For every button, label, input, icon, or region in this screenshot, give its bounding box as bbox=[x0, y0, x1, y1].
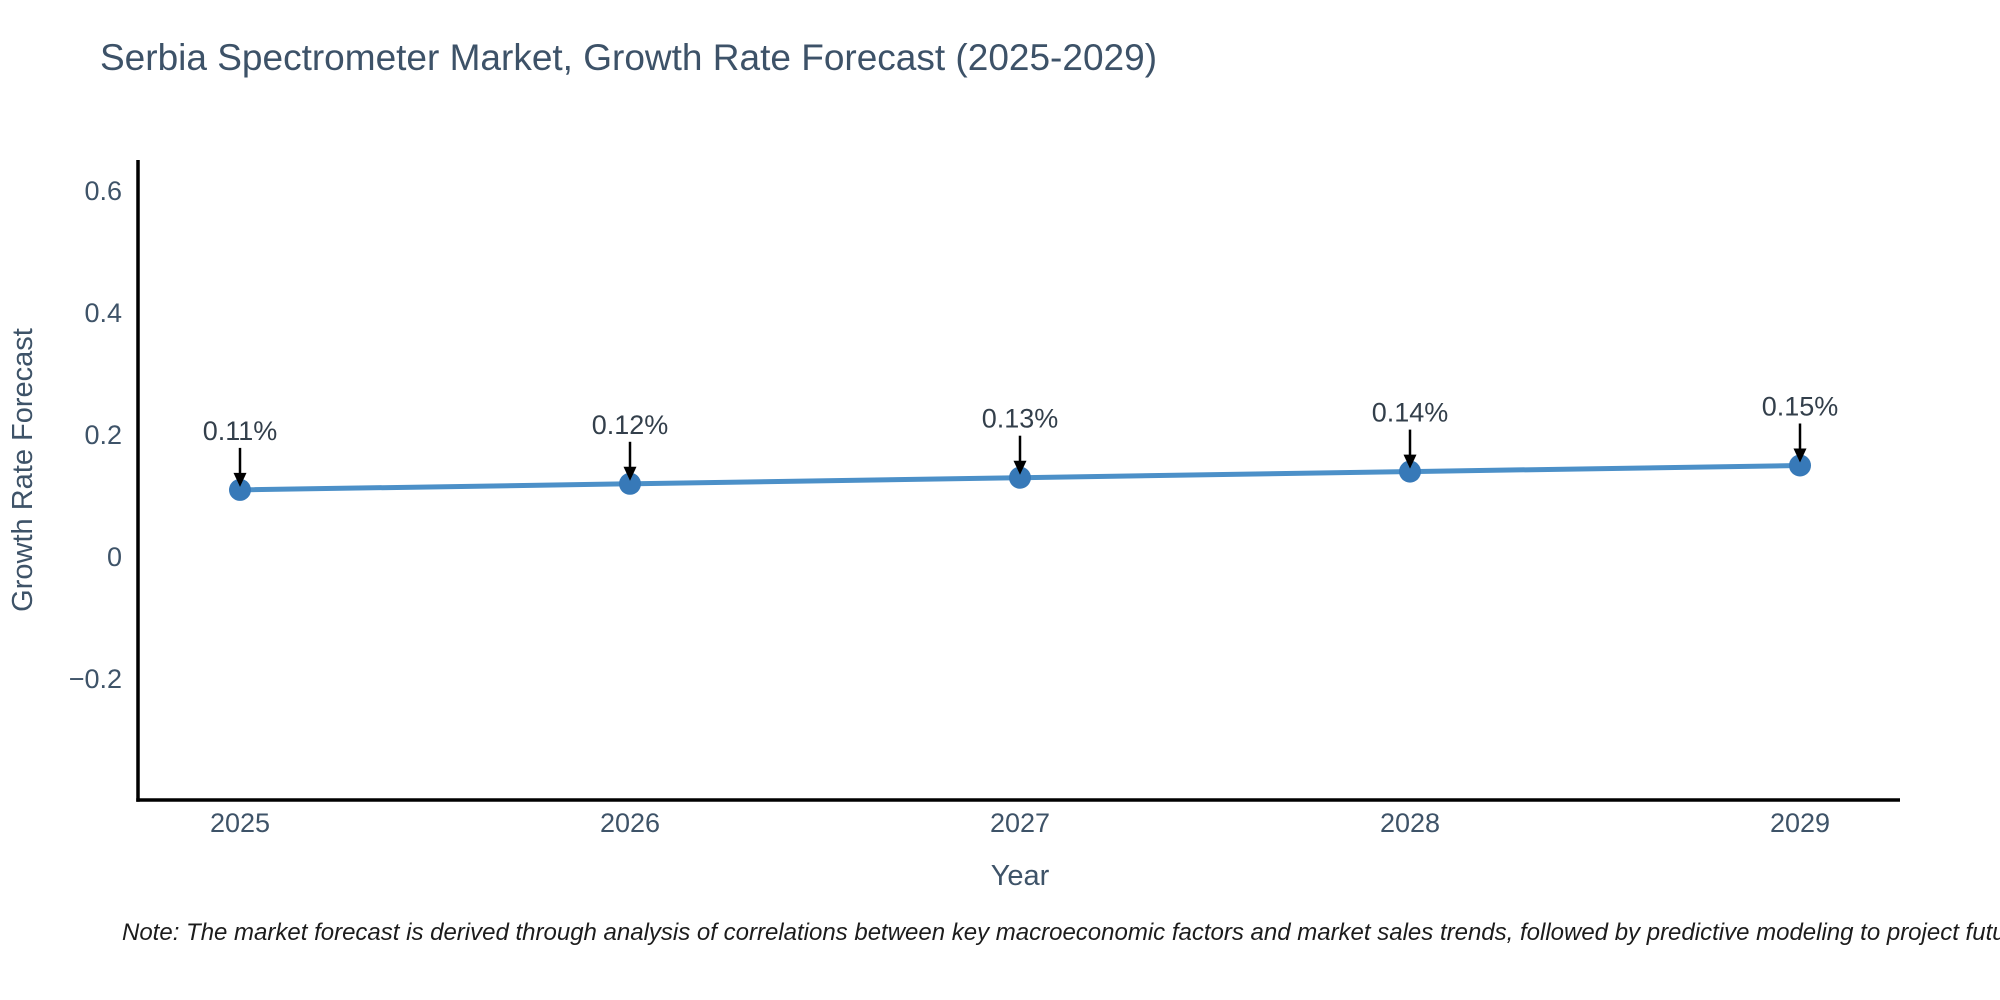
x-tick-label: 2026 bbox=[600, 808, 660, 838]
y-axis-title: Growth Rate Forecast bbox=[7, 328, 39, 612]
data-point-marker bbox=[619, 472, 641, 495]
point-annotations-group: 0.11% 0.12% 0.13% 0.14% 0.15% bbox=[203, 392, 1839, 487]
data-point-marker bbox=[229, 478, 251, 501]
x-tick-label: 2027 bbox=[990, 808, 1050, 838]
y-tick-label: 0.2 bbox=[84, 420, 122, 450]
chart-title: Serbia Spectrometer Market, Growth Rate … bbox=[100, 37, 1157, 78]
point-value-label: 0.12% bbox=[592, 410, 669, 440]
point-value-label: 0.11% bbox=[203, 416, 278, 446]
x-tick-label: 2029 bbox=[1770, 808, 1830, 838]
y-tick-labels: −0.2 0 0.2 0.4 0.6 bbox=[69, 176, 122, 694]
y-tick-label: 0 bbox=[107, 542, 122, 572]
x-axis-title: Year bbox=[991, 860, 1050, 892]
data-point-marker bbox=[1789, 454, 1811, 477]
x-tick-label: 2025 bbox=[210, 808, 270, 838]
annotation-arrowhead-icon bbox=[1793, 448, 1807, 463]
x-tick-labels: 2025 2026 2027 2028 2029 bbox=[210, 808, 1830, 838]
annotation-arrowhead-icon bbox=[233, 472, 247, 487]
annotation-arrowhead-icon bbox=[1403, 454, 1417, 469]
x-tick-label: 2028 bbox=[1380, 808, 1440, 838]
series-line-group bbox=[229, 454, 1811, 501]
y-tick-label: 0.4 bbox=[84, 298, 122, 328]
data-point-marker bbox=[1009, 466, 1031, 489]
annotation-arrowhead-icon bbox=[1013, 460, 1027, 475]
footnote: Note: The market forecast is derived thr… bbox=[122, 919, 2000, 946]
point-value-label: 0.13% bbox=[982, 404, 1059, 434]
point-value-label: 0.14% bbox=[1372, 398, 1449, 428]
y-tick-label: −0.2 bbox=[69, 664, 122, 694]
annotation-arrowhead-icon bbox=[623, 466, 637, 481]
point-value-label: 0.15% bbox=[1762, 392, 1839, 422]
y-tick-label: 0.6 bbox=[84, 176, 122, 206]
data-point-marker bbox=[1399, 460, 1421, 483]
